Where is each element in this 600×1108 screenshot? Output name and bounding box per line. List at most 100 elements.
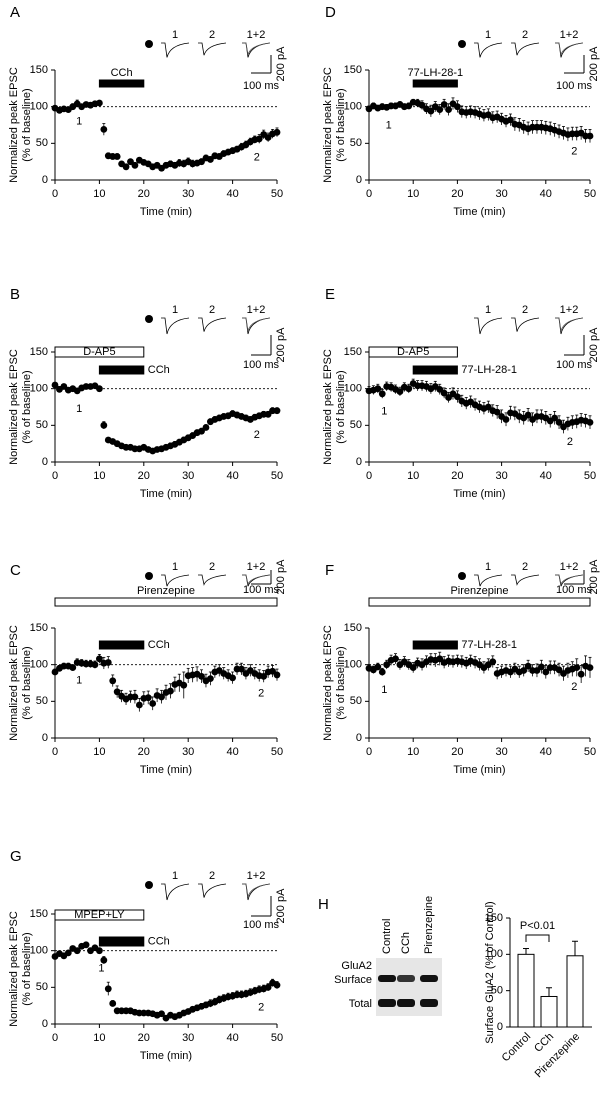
- x-tick-label: 30: [182, 1032, 194, 1044]
- y-axis-title: (% of baseline): [21, 370, 33, 443]
- data-point: [100, 956, 108, 964]
- x-tick-label: 10: [93, 1032, 105, 1044]
- x-tick-label: 0: [52, 1032, 58, 1044]
- x-tick-label: 20: [138, 746, 150, 758]
- trace-label: 2: [522, 561, 528, 573]
- data-point: [378, 668, 386, 676]
- x-axis-title: Time (min): [453, 206, 505, 218]
- x-tick-label: 30: [495, 188, 507, 200]
- point-label: 2: [567, 436, 573, 448]
- drug-label: 77-LH-28-1: [461, 639, 517, 651]
- drug-label: D-AP5: [397, 346, 429, 358]
- y-axis-title: Normalized peak EPSC: [322, 67, 334, 183]
- trace-label: 1: [485, 561, 491, 573]
- x-tick-label: 0: [52, 188, 58, 200]
- trace-marker: [458, 572, 466, 580]
- drug-bar: [368, 346, 458, 358]
- data-point: [82, 941, 90, 949]
- y-axis-title: Normalized peak EPSC: [8, 625, 20, 741]
- y-tick-label: 50: [36, 981, 48, 993]
- drug-label: CCh: [148, 364, 170, 376]
- point-label: 2: [571, 146, 577, 158]
- x-tick-label: 50: [271, 470, 283, 482]
- data-point: [238, 665, 245, 673]
- x-tick-label: 40: [540, 746, 552, 758]
- data-point: [96, 947, 103, 955]
- data-point: [122, 163, 130, 171]
- data-point: [537, 663, 545, 671]
- drug-bar: [412, 640, 458, 650]
- data-point: [586, 664, 594, 671]
- point-label: 2: [571, 681, 577, 693]
- significance-bracket: [525, 934, 550, 942]
- trace-label: 2: [209, 29, 215, 41]
- y-tick-label: 150: [344, 622, 362, 634]
- x-tick-label: 0: [52, 746, 58, 758]
- data-point: [100, 125, 108, 133]
- y-tick-label: 100: [344, 659, 362, 671]
- drug-bar: [412, 365, 458, 375]
- y-tick-label: 100: [30, 101, 48, 113]
- drug-bar: [54, 597, 278, 607]
- scale-label-x: 100 ms: [556, 359, 593, 371]
- y-tick-label: 0: [497, 1021, 503, 1033]
- drug-bar: [98, 640, 145, 650]
- y-axis-title: (% of baseline): [21, 932, 33, 1005]
- panel-letter: C: [10, 562, 21, 579]
- data-point: [378, 390, 386, 398]
- point-label: 2: [258, 1001, 264, 1013]
- y-tick-label: 100: [485, 948, 503, 960]
- trace-label: 2: [209, 561, 215, 573]
- y-tick-label: 0: [356, 174, 362, 186]
- point-label: 1: [76, 674, 82, 686]
- point-label: 2: [254, 152, 260, 164]
- scale-label-y: 200 pA: [588, 327, 600, 363]
- x-axis-title: Time (min): [453, 764, 505, 776]
- drug-label: 77-LH-28-1: [407, 67, 463, 79]
- x-tick-label: 0: [366, 188, 372, 200]
- data-point: [51, 381, 59, 389]
- data-point: [96, 655, 103, 663]
- y-axis-title: Normalized peak EPSC: [8, 349, 20, 465]
- y-tick-label: 150: [30, 908, 48, 920]
- trace-label: 1: [485, 29, 491, 41]
- y-axis-title: Normalized peak EPSC: [8, 67, 20, 183]
- data-point: [229, 674, 237, 682]
- data-point: [273, 407, 281, 415]
- point-label: 1: [98, 963, 104, 975]
- x-tick-label: 20: [451, 188, 463, 200]
- data-point: [64, 949, 72, 957]
- blot-row-label: Total: [349, 998, 372, 1010]
- y-tick-label: 0: [42, 1018, 48, 1030]
- x-tick-label: 10: [407, 746, 419, 758]
- trace-label: 1+2: [247, 561, 266, 573]
- data-point: [440, 101, 448, 108]
- x-tick-label: 50: [271, 1032, 283, 1044]
- trace-label: 1: [172, 29, 178, 41]
- data-point: [104, 985, 112, 993]
- x-tick-label: 40: [540, 188, 552, 200]
- drug-bar: [98, 79, 145, 88]
- x-tick-label: 20: [451, 746, 463, 758]
- trace: [161, 883, 190, 901]
- data-point: [91, 661, 99, 669]
- y-tick-label: 150: [30, 64, 48, 76]
- data-point: [374, 385, 382, 393]
- data-point: [260, 673, 268, 680]
- data-point: [158, 693, 165, 701]
- trace-marker: [458, 40, 466, 48]
- y-tick-label: 50: [350, 695, 362, 707]
- data-point: [383, 661, 391, 669]
- y-axis-title: Surface GluA2 (% of Control): [484, 901, 496, 1043]
- drug-label: CCh: [148, 935, 170, 947]
- y-tick-label: 0: [356, 732, 362, 744]
- trace: [474, 574, 503, 587]
- data-point: [392, 655, 399, 663]
- data-point: [167, 687, 174, 695]
- x-tick-label: 10: [93, 746, 105, 758]
- y-axis-title: (% of baseline): [21, 88, 33, 161]
- blot-band: [397, 999, 415, 1007]
- lane-label: Control: [381, 919, 393, 954]
- point-label: 2: [258, 688, 264, 700]
- scale-label-y: 200 pA: [275, 46, 287, 82]
